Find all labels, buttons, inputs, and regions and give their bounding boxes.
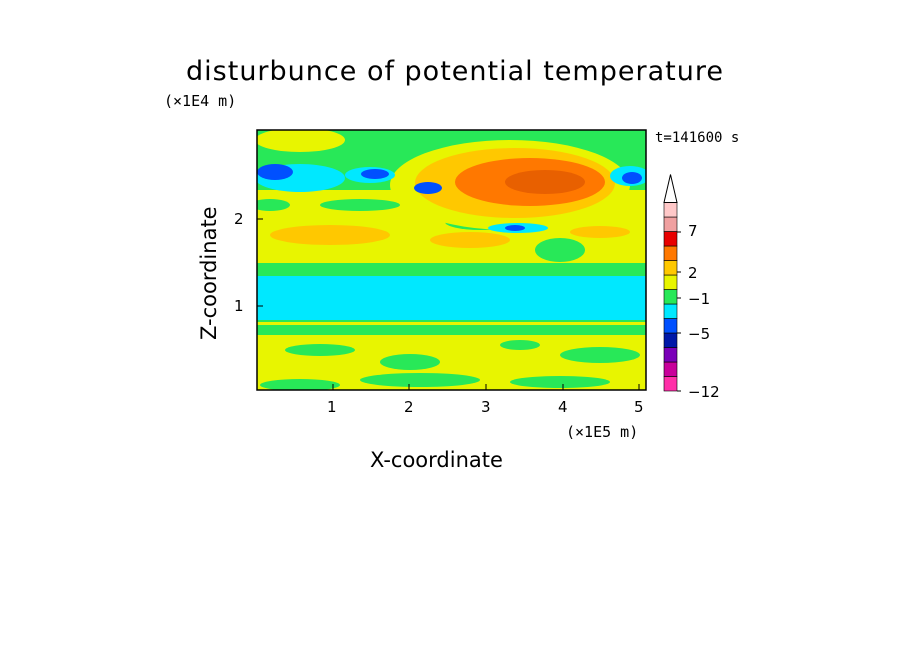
colorbar — [663, 174, 681, 392]
time-label: t=141600 s — [655, 130, 740, 146]
colorbar-label: −5 — [688, 325, 711, 343]
colorbar-segment — [663, 332, 678, 348]
x-tick-label: 2 — [404, 398, 414, 416]
colorbar-label: −12 — [688, 383, 720, 401]
x-tick-label: 4 — [558, 398, 568, 416]
x-unit-label: (×1E5 m) — [566, 423, 639, 441]
colorbar-segment — [663, 289, 678, 305]
colorbar-segment — [663, 347, 678, 363]
colorbar-label: 2 — [688, 264, 698, 282]
contour-plot-area — [257, 130, 646, 390]
y-tick-label: 2 — [234, 210, 244, 228]
y-tick-label: 1 — [234, 297, 244, 315]
colorbar-segment — [663, 274, 678, 290]
x-tick-label: 3 — [481, 398, 491, 416]
x-axis-label: X-coordinate — [370, 448, 503, 472]
colorbar-segment — [663, 361, 678, 377]
colorbar-label: −1 — [688, 290, 711, 308]
colorbar-segment — [663, 303, 678, 319]
x-tick-label: 5 — [634, 398, 644, 416]
colorbar-segment — [663, 216, 678, 232]
colorbar-segment — [663, 202, 678, 218]
y-unit-label: (×1E4 m) — [164, 92, 237, 110]
y-axis-label: Z-coordinate — [197, 206, 221, 340]
chart-title: disturbunce of potential temperature — [186, 56, 724, 87]
colorbar-extend-arrow — [663, 174, 678, 203]
colorbar-segment — [663, 376, 678, 392]
colorbar-segment — [663, 231, 678, 247]
colorbar-segment — [663, 245, 678, 261]
x-tick-label: 1 — [327, 398, 337, 416]
colorbar-label: 7 — [688, 222, 698, 240]
colorbar-segment — [663, 260, 678, 276]
colorbar-segment — [663, 318, 678, 334]
